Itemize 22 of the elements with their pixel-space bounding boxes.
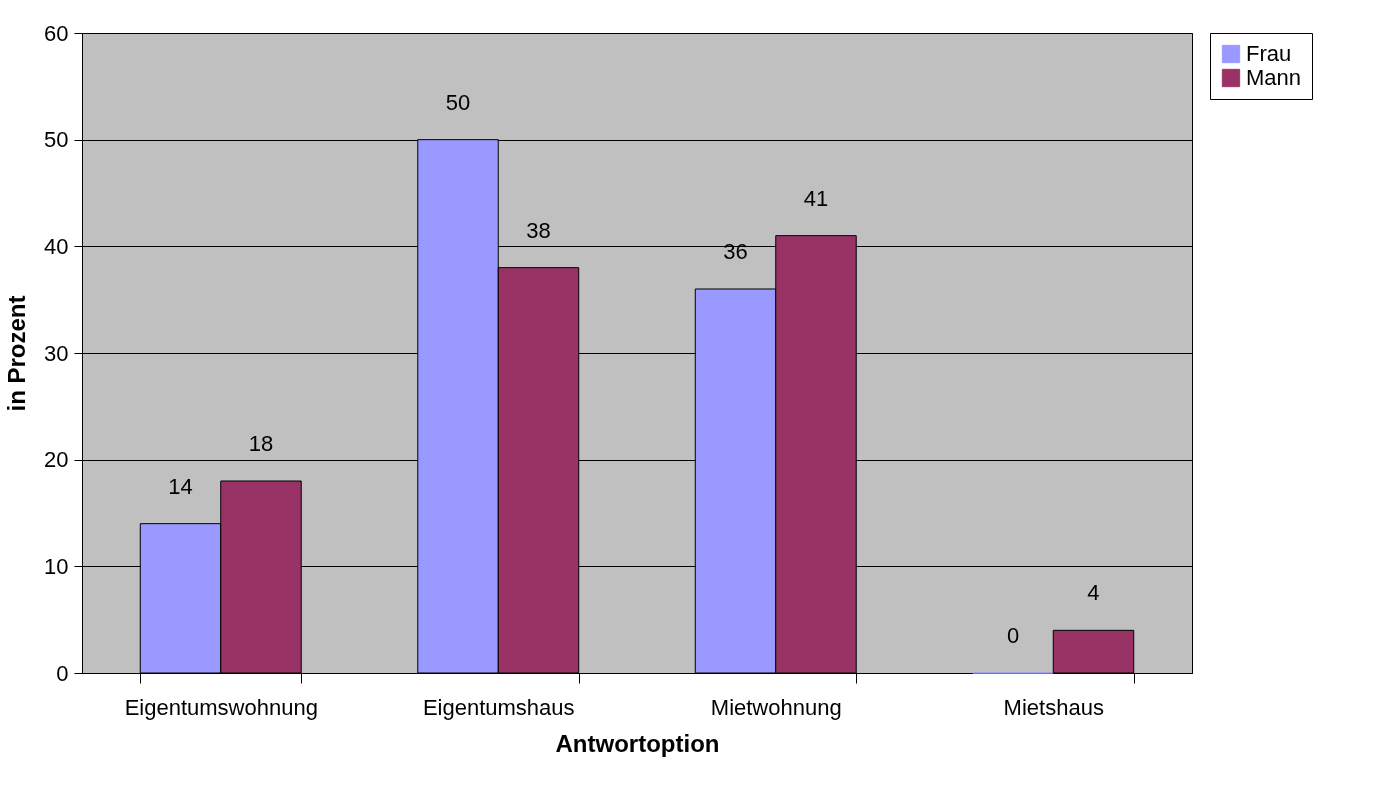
data-label: 4 [1087, 580, 1100, 606]
data-label: 14 [168, 473, 193, 499]
x-axis-title: Antwortoption [555, 729, 720, 757]
y-tick-label: 10 [44, 553, 69, 579]
data-label: 18 [248, 431, 274, 456]
legend-label: Frau [1246, 41, 1292, 66]
x-tick-label: Mietwohnung [710, 694, 842, 720]
y-tick-label: 30 [44, 340, 69, 366]
data-label: 0 [1006, 623, 1020, 648]
data-label: 41 [803, 185, 829, 211]
y-tick-label: 20 [44, 447, 69, 473]
y-tick-label: 60 [44, 20, 69, 46]
x-tick-label: Eigentumshaus [422, 694, 575, 720]
y-tick-label: 40 [44, 233, 69, 259]
x-tick-label: Eigentumswohnung [124, 694, 318, 720]
y-tick-label: 0 [56, 660, 69, 686]
data-label: 50 [445, 89, 471, 115]
y-tick-label: 50 [44, 127, 69, 153]
x-tick-label: Mietshaus [1003, 694, 1104, 720]
y-axis-title: in Prozent [3, 295, 31, 412]
legend-label: Mann [1246, 65, 1302, 90]
data-label: 38 [526, 217, 551, 243]
